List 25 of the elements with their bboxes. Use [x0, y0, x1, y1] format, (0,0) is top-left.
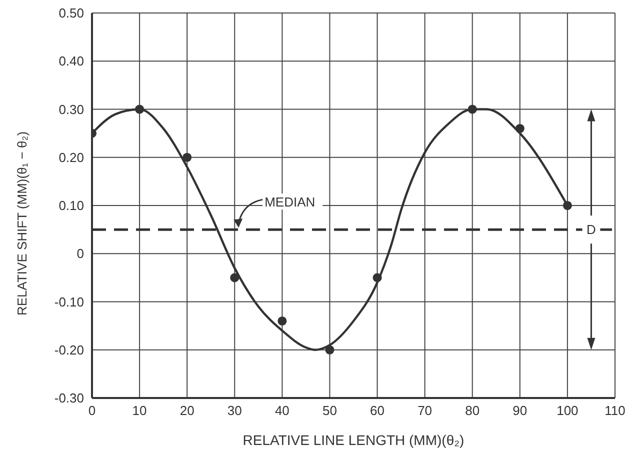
x-tick-label: 10: [132, 403, 147, 418]
x-tick-label: 0: [88, 403, 96, 418]
y-axis-title: RELATIVE SHIFT (MM)(θ₁ − θ₂): [14, 131, 30, 316]
x-tick-label: 110: [604, 403, 626, 418]
x-tick-label: 100: [556, 403, 578, 418]
y-tick-label: 0.30: [58, 102, 84, 117]
x-tick-label: 40: [274, 403, 290, 418]
y-tick-label: 0.50: [58, 6, 84, 21]
ref-line-label: MEDIAN: [264, 194, 316, 210]
annotation: D: [586, 222, 596, 238]
y-tick-label: -0.20: [54, 342, 84, 358]
y-tick-label: 0.20: [58, 150, 84, 165]
y-tick-label: 0: [76, 246, 84, 262]
y-tick-label: 0.40: [58, 54, 84, 69]
y-tick-label: -0.10: [54, 294, 84, 310]
x-tick-label: 20: [180, 403, 194, 418]
x-tick-label: 60: [370, 403, 385, 418]
x-tick-label: 90: [512, 403, 528, 418]
y-tick-label: -0.30: [54, 390, 84, 406]
x-tick-label: 70: [418, 403, 432, 418]
x-tick-label: 30: [227, 403, 242, 418]
x-tick-label: 50: [322, 403, 337, 418]
x-axis-title: RELATIVE LINE LENGTH (MM)(θ₂): [242, 432, 464, 448]
x-tick-label: 80: [465, 403, 480, 418]
y-tick-label: 0.10: [58, 198, 84, 214]
